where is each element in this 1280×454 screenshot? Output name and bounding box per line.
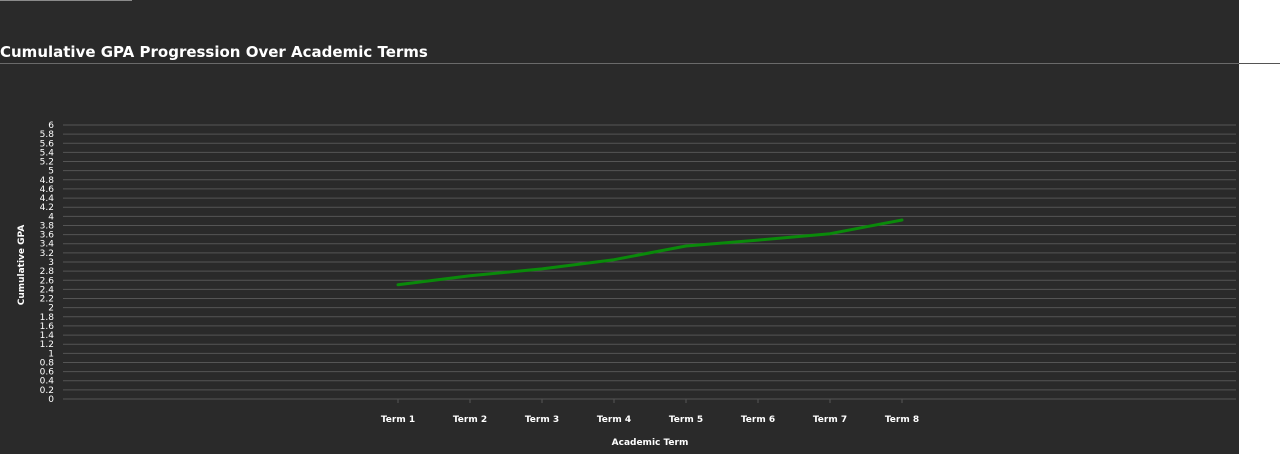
x-tick-label: Term 5 [669, 415, 703, 425]
y-axis-ticks: 00.20.40.60.811.21.41.61.822.22.42.62.83… [40, 121, 55, 405]
x-axis-ticks: Term 1 Term 2 Term 3 Term 4 Term 5 Term 6 Term… [381, 399, 919, 425]
series-line [396, 218, 904, 287]
y-tick-label: 5.6 [40, 139, 55, 149]
x-axis-title: Academic Term [612, 438, 689, 448]
y-tick-label: 4.6 [40, 185, 55, 195]
y-tick-label: 0.4 [40, 377, 55, 387]
top-tab-indicator [0, 0, 132, 1]
y-axis-title: Cumulative GPA [17, 225, 27, 306]
y-tick-label: 5 [48, 167, 54, 177]
y-tick-label: 1.8 [40, 313, 55, 323]
y-tick-label: 3 [48, 258, 54, 268]
grid-lines [63, 124, 1236, 400]
y-tick-label: 3.6 [40, 231, 55, 241]
y-tick-label: 5.2 [40, 158, 54, 168]
series-layer [396, 218, 904, 287]
y-tick-label: 1.6 [40, 322, 55, 332]
page-margin-divider [1239, 63, 1280, 64]
y-tick-label: 5.8 [40, 130, 55, 140]
chart-title: Cumulative GPA Progression Over Academic… [0, 43, 428, 61]
y-tick-label: 4.4 [40, 194, 55, 204]
y-tick-label: 3.8 [40, 221, 55, 231]
line-chart: 00.20.40.60.811.21.41.61.822.22.42.62.83… [17, 121, 1236, 448]
x-tick-label: Term 4 [597, 415, 631, 425]
y-tick-label: 4.8 [40, 176, 55, 186]
x-tick-label: Term 2 [453, 415, 487, 425]
y-tick-label: 2.6 [40, 276, 55, 286]
y-tick-label: 1.4 [40, 331, 55, 341]
y-tick-label: 5.4 [40, 148, 55, 158]
y-tick-label: 0.8 [40, 358, 55, 368]
y-tick-label: 2.4 [40, 285, 55, 295]
title-divider [0, 63, 1280, 64]
x-tick-label: Term 8 [885, 415, 919, 425]
y-tick-label: 6 [48, 121, 54, 131]
chart-panel [0, 0, 1239, 454]
y-tick-label: 4 [48, 212, 54, 222]
y-tick-label: 2 [48, 304, 54, 314]
page-margin [1239, 0, 1280, 454]
y-tick-label: 3.2 [40, 249, 54, 259]
y-tick-label: 2.2 [40, 295, 54, 305]
y-tick-label: 1 [48, 349, 54, 359]
y-tick-label: 0.2 [40, 386, 54, 396]
x-tick-label: Term 6 [741, 415, 775, 425]
y-tick-label: 3.4 [40, 240, 55, 250]
y-tick-label: 0 [48, 395, 54, 405]
x-tick-label: Term 7 [813, 415, 847, 425]
y-tick-label: 1.2 [40, 340, 54, 350]
y-tick-label: 2.8 [40, 267, 55, 277]
y-tick-label: 0.6 [40, 368, 55, 378]
x-tick-label: Term 3 [525, 415, 559, 425]
y-tick-label: 4.2 [40, 203, 54, 213]
x-tick-label: Term 1 [381, 415, 415, 425]
